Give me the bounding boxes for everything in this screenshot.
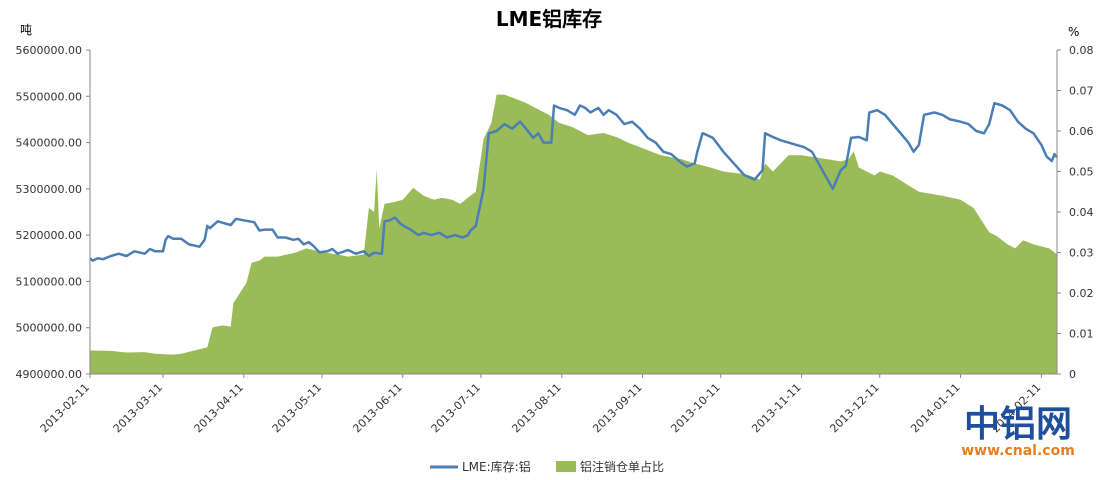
watermark-url-text: www.cnal.com xyxy=(961,443,1075,459)
x-tick-label: 2013-02-11 xyxy=(38,381,92,435)
x-tick-label: 2013-12-11 xyxy=(827,381,881,435)
axes-layer xyxy=(86,49,1061,378)
y-left-tick-label: 5200000.00 xyxy=(16,229,82,242)
x-tick-label: 2013-08-11 xyxy=(509,381,563,435)
y-left-tick-label: 5100000.00 xyxy=(16,275,82,288)
legend-label-stock: LME:库存:铝 xyxy=(462,459,531,474)
y-right-tick-labels: 0 0.01 0.02 0.03 0.04 0.05 0.06 0.07 0.08 xyxy=(1069,44,1094,381)
y-left-tick-label: 5400000.00 xyxy=(16,137,82,150)
y-right-tick-label: 0.05 xyxy=(1069,166,1094,179)
area-series-layer xyxy=(90,94,1057,374)
y-right-tick-label: 0.04 xyxy=(1069,206,1094,219)
watermark-logo: 中铝网 www.cnal.com xyxy=(961,404,1075,459)
y-left-unit-label: 吨 xyxy=(20,23,32,37)
x-tick-label: 2013-04-11 xyxy=(191,381,245,435)
x-tick-label: 2013-10-11 xyxy=(668,381,722,435)
x-tick-label: 2013-11-11 xyxy=(749,381,803,435)
watermark-main-text: 中铝网 xyxy=(964,404,1072,445)
y-left-tick-labels: 4900000.00 5000000.00 5100000.00 5200000.00… xyxy=(16,44,82,381)
x-tick-label: 2013-06-11 xyxy=(350,381,404,435)
y-left-tick-label: 5500000.00 xyxy=(16,90,82,103)
x-tick-label: 2013-07-11 xyxy=(429,381,483,435)
y-right-tick-label: 0.08 xyxy=(1069,44,1094,57)
y-right-tick-label: 0 xyxy=(1069,368,1076,381)
x-tick-label: 2013-09-11 xyxy=(590,381,644,435)
x-tick-label: 2013-03-11 xyxy=(111,381,165,435)
legend-label-ratio: 铝注销仓单占比 xyxy=(580,459,664,474)
chart-title: LME铝库存 xyxy=(496,7,602,31)
legend: LME:库存:铝 铝注销仓单占比 xyxy=(430,459,664,474)
y-right-tick-label: 0.07 xyxy=(1069,85,1094,98)
x-tick-labels: 2013-02-11 2013-03-11 2013-04-11 2013-05-11… xyxy=(38,381,1044,435)
legend-swatch-area xyxy=(556,461,576,472)
y-right-unit-label: % xyxy=(1068,25,1079,39)
line-series-layer xyxy=(89,101,1058,262)
line-series-stock xyxy=(89,101,1058,262)
x-tick-label: 2014-01-11 xyxy=(908,381,962,435)
x-tick-label: 2013-05-11 xyxy=(270,381,324,435)
y-right-tick-label: 0.03 xyxy=(1069,247,1094,260)
y-right-tick-label: 0.02 xyxy=(1069,287,1094,300)
y-left-tick-label: 4900000.00 xyxy=(16,368,82,381)
y-right-tick-label: 0.01 xyxy=(1069,328,1094,341)
area-series-ratio xyxy=(90,94,1057,374)
y-left-tick-label: 5300000.00 xyxy=(16,183,82,196)
y-right-tick-label: 0.06 xyxy=(1069,125,1094,138)
y-left-tick-label: 5600000.00 xyxy=(16,44,82,57)
y-left-tick-label: 5000000.00 xyxy=(16,322,82,335)
